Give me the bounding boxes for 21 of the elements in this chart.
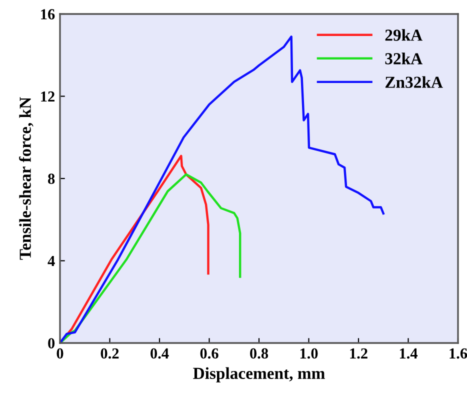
y-tick-label: 12 bbox=[41, 91, 54, 102]
x-tick-label: 1.0 bbox=[300, 348, 318, 359]
x-tick-label: 1.2 bbox=[350, 348, 368, 359]
x-tick-label: 0.4 bbox=[150, 348, 169, 359]
x-tick-label: 1.6 bbox=[450, 348, 467, 359]
line-series bbox=[60, 36, 384, 343]
y-tick-label: 8 bbox=[48, 174, 55, 184]
y-tick-label: 16 bbox=[41, 9, 55, 20]
y-tick-label: 0 bbox=[48, 338, 55, 348]
y-tick-label: 4 bbox=[48, 256, 55, 266]
legend-label: Zn32kA bbox=[385, 76, 443, 88]
x-tick-label: 0.6 bbox=[200, 348, 218, 359]
x-tick-label: 0.2 bbox=[100, 348, 119, 359]
x-tick-label: 0.8 bbox=[250, 348, 268, 359]
line-series bbox=[60, 173, 242, 343]
x-axis-title: Displacement, mm bbox=[193, 367, 325, 382]
x-tick-label: 1.4 bbox=[400, 348, 418, 359]
y-axis-title: Tensile-shear force, kN bbox=[19, 97, 34, 260]
legend-label: 29kA bbox=[385, 29, 422, 41]
x-tick-label: 0 bbox=[56, 348, 64, 359]
legend-label: 32kA bbox=[385, 52, 422, 64]
